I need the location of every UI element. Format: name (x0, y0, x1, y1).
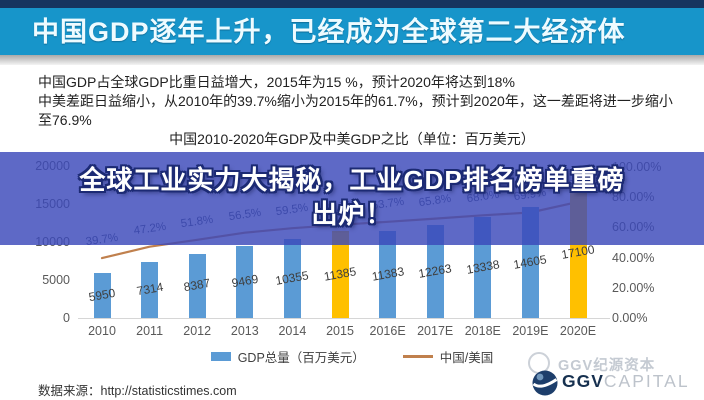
headline-line-2: 出炉！ (311, 199, 393, 229)
gdp-bar-2016E (379, 231, 397, 318)
y-axis-tick-left: 0 (63, 311, 70, 325)
gdp-bar-2014 (283, 239, 301, 318)
intro-text: 中国GDP占全球GDP比重日益增大，2015年为15 %，预计2020年将达到1… (38, 73, 686, 130)
headline-line-1: 全球工业实力大揭秘，工业GDP排名榜单重磅 (79, 165, 625, 195)
top-strip (0, 0, 704, 8)
page-title: 中国GDP逐年上升，已经成为全球第二大经济体 (32, 17, 626, 47)
legend-item-gdp-total: GDP总量（百万美元） (210, 347, 365, 366)
ggv-logo-english: GGVCAPITAL (562, 371, 690, 392)
x-axis-label: 2010 (88, 324, 116, 338)
ggv-logo-chinese: GGV纪源资本 (558, 358, 656, 374)
ggv-globe-icon (532, 370, 558, 396)
y-axis-tick-right: 20.00% (612, 280, 655, 295)
headline-overlay: 全球工业实力大揭秘，工业GDP排名榜单重磅 出炉！ (0, 152, 704, 245)
x-axis-label: 2018E (464, 324, 501, 338)
y-axis-tick-left: 5000 (42, 273, 70, 287)
gdp-bar-2010 (93, 273, 111, 318)
legend-label-china-us-ratio: 中国/美国 (439, 351, 494, 365)
intro-para-2: 中美差距日益缩小，从2010年的39.7%缩小为2015年的61.7%，预计到2… (38, 93, 673, 128)
chart-legend: GDP总量（百万美元） 中国/美国 (0, 347, 704, 366)
legend-label-gdp-total: GDP总量（百万美元） (237, 351, 365, 365)
gdp-bar-2015 (331, 231, 349, 318)
y-axis-tick-right: 0.00% (612, 311, 648, 325)
x-axis-label: 2016E (369, 324, 406, 338)
chart-title: 中国2010-2020年GDP及中美GDP之比（单位：百万美元） (169, 131, 535, 147)
line-series-swatch-icon (402, 355, 433, 358)
gdp-bar-2013 (236, 246, 254, 318)
header-banner: 中国GDP逐年上升，已经成为全球第二大经济体 (0, 8, 704, 55)
intro-para-1: 中国GDP占全球GDP比重日益增大，2015年为15 %，预计2020年将达到1… (38, 74, 515, 90)
x-axis-line (78, 318, 610, 319)
ggv-logo: GGV纪源资本 GGVCAPITAL (528, 350, 700, 398)
gdp-bar-2017E (426, 225, 444, 318)
x-axis-label: 2019E (512, 324, 549, 338)
x-axis-label: 2013 (230, 324, 259, 338)
data-source: 数据来源：http://statisticstimes.com (38, 384, 237, 398)
bar-series-swatch-icon (210, 352, 231, 361)
header-divider (0, 55, 704, 65)
x-axis-label: 2015 (326, 324, 354, 338)
x-axis-label: 2020E (559, 324, 597, 338)
gdp-bar-2011 (141, 262, 159, 318)
y-axis-tick-right: 40.00% (612, 250, 655, 265)
x-axis-label: 2014 (278, 324, 307, 338)
legend-item-china-us-ratio: 中国/美国 (402, 347, 494, 366)
ggv-logo-capital: CAPITAL (603, 371, 690, 391)
x-axis-label: 2012 (183, 324, 212, 338)
x-axis-label: 2011 (136, 324, 164, 338)
ggv-logo-ggv: GGV (562, 371, 604, 391)
headline-text: 全球工业实力大揭秘，工业GDP排名榜单重磅 出炉！ (0, 152, 704, 231)
x-axis-label: 2017E (417, 324, 454, 338)
gdp-bar-2012 (188, 254, 206, 318)
